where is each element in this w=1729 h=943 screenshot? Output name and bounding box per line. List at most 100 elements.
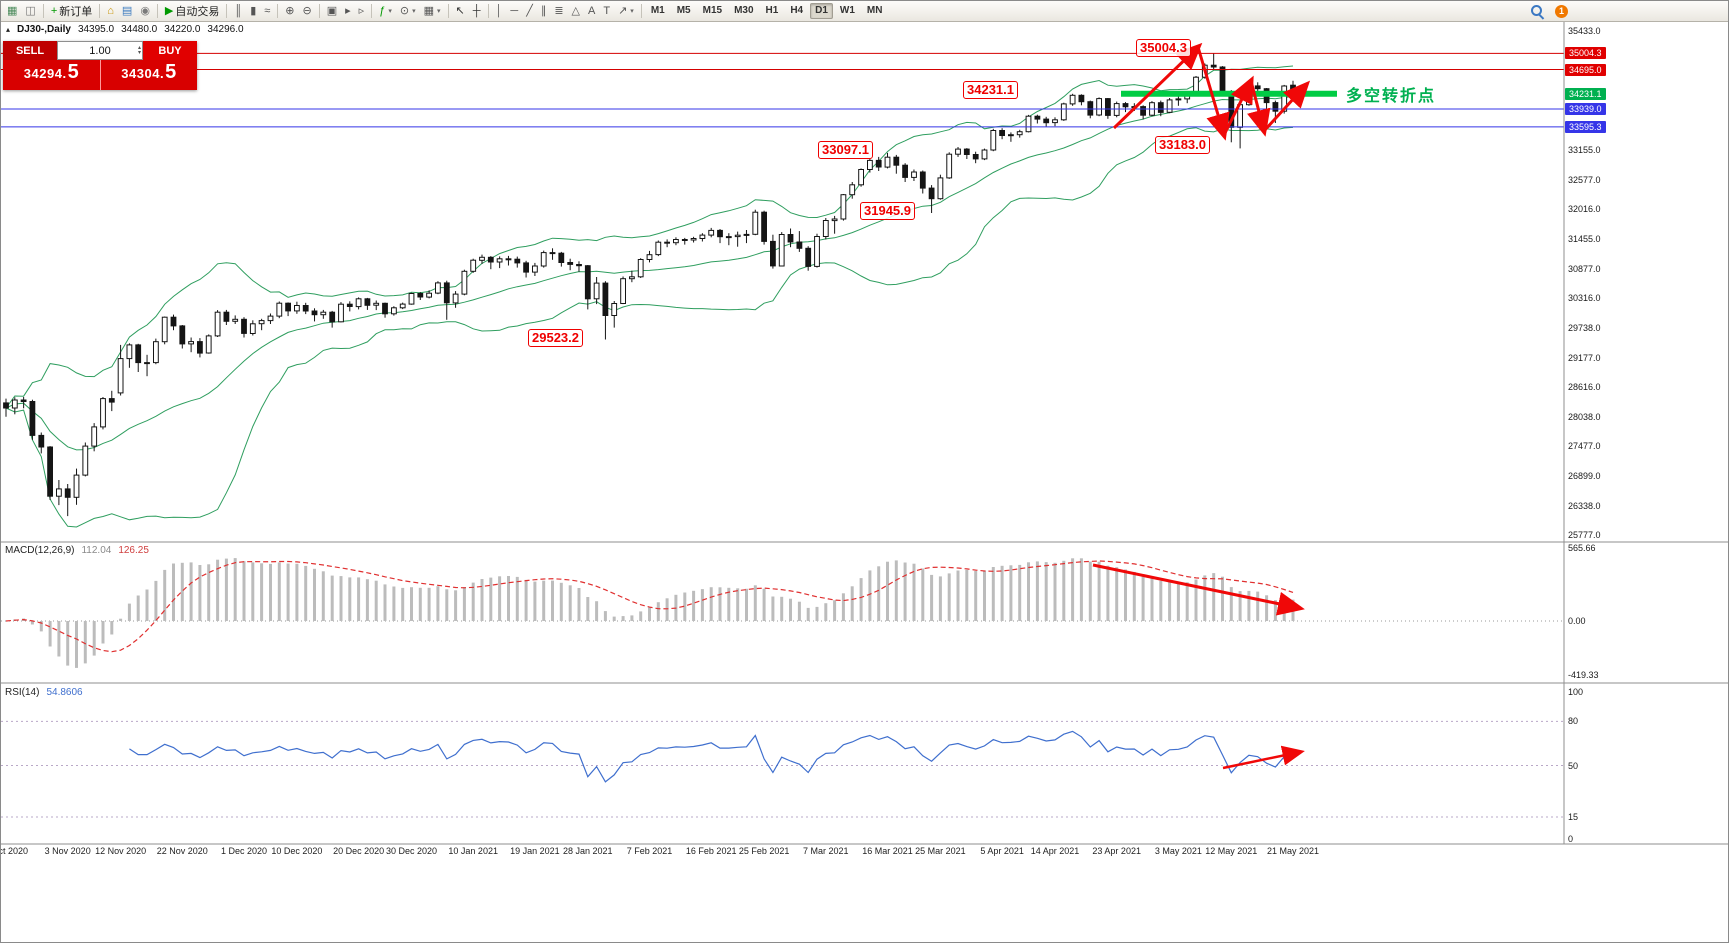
price-line-badge[interactable]: 33595.3 <box>1565 120 1606 133</box>
autotrade-button: ▶ <box>164 4 174 17</box>
macd-signal-value: 126.25 <box>118 545 149 556</box>
date-axis-label: 25 Feb 2021 <box>738 846 790 856</box>
arrows-icon[interactable]: ↗ ▾ <box>614 2 638 21</box>
sell-price-button[interactable]: 34294. 5 <box>3 60 101 90</box>
low-value: 34220.0 <box>164 24 201 35</box>
chart-shift-icon: ▹ <box>358 4 365 17</box>
candlestick-chart-icon[interactable]: ▮ <box>246 2 260 21</box>
timeframe-button-m30[interactable]: M30 <box>734 5 754 16</box>
spin-up-icon[interactable]: ▴ <box>137 44 141 51</box>
timeframe-button-h4[interactable]: H4 <box>790 5 804 16</box>
cursor-icon[interactable]: ↖ <box>452 2 469 21</box>
indicators-icon[interactable]: ƒ ▾ <box>375 2 396 21</box>
autotrade-button-label: 自动交易 <box>175 6 220 18</box>
timeframe-button-mn[interactable]: MN <box>866 5 883 16</box>
price-axis-label: 26899.0 <box>1568 471 1601 482</box>
timeframe-button-h1[interactable]: H1 <box>765 5 779 16</box>
zoom-in-icon[interactable]: ⊕ <box>281 2 298 21</box>
open-value: 34395.0 <box>77 24 115 35</box>
timeframe-button-d1[interactable]: D1 <box>810 3 833 19</box>
price-axis-label: 28038.0 <box>1568 412 1601 422</box>
profiles-icon: ◫ <box>25 4 36 17</box>
rsi-panel <box>1 720 1564 818</box>
buy-button[interactable]: BUY <box>143 41 197 60</box>
macd-axis-label: -419.33 <box>1568 670 1599 681</box>
price-annotation-label[interactable]: 33097.1 <box>818 141 873 159</box>
line-chart-icon: ≈ <box>264 4 271 17</box>
price-axis-label: 32016.0 <box>1568 204 1601 215</box>
sell-button[interactable]: SELL <box>3 41 57 60</box>
timeframe-button-m15[interactable]: M15 <box>702 5 723 16</box>
strategy-tester-icon[interactable]: ▤ <box>118 2 136 21</box>
periods-icon[interactable]: ⊙ ▾ <box>396 2 420 21</box>
toolbar-separator <box>640 4 642 18</box>
price-line-badge[interactable]: 34695.0 <box>1565 63 1606 76</box>
cursor-icon: ↖ <box>455 4 465 17</box>
new-chart-icon[interactable]: ▦ <box>3 2 21 21</box>
price-line-badge[interactable]: 34231.1 <box>1565 87 1606 100</box>
spin-down-icon[interactable]: ▾ <box>137 49 141 56</box>
bid-price-main: 34294. <box>23 66 67 81</box>
toolbar-separator <box>99 4 101 18</box>
channel-icon[interactable]: ∥ <box>537 2 551 21</box>
symbol-name: DJ30-,Daily <box>17 24 71 35</box>
zoom-out-icon[interactable]: ⊖ <box>299 2 316 21</box>
label-icon: T <box>603 4 611 17</box>
close-value: 34296.0 <box>207 24 244 35</box>
collapse-chart-icon[interactable]: ▴ <box>6 25 11 34</box>
date-axis-label: 5 Oct 2020 <box>1 846 29 856</box>
buy-price-button[interactable]: 34304. 5 <box>100 60 197 90</box>
trendline-icon[interactable]: ╱ <box>522 2 537 21</box>
date-axis-label: 3 Nov 2020 <box>44 846 91 856</box>
expert-advisors-icon: ⌂ <box>107 4 114 17</box>
templates-icon: ▦ <box>423 4 434 17</box>
new-order-button[interactable]: + 新订单 <box>47 2 96 21</box>
price-annotation-label[interactable]: 31945.9 <box>860 202 915 220</box>
notification-badge[interactable]: 1 <box>1555 4 1568 18</box>
line-chart-icon[interactable]: ≈ <box>260 2 274 21</box>
volume-spinner[interactable]: ▴ ▾ <box>138 42 141 59</box>
toolbar-buttons: ▦ ◫ + 新订单 ⌂ ▤ ◉ ▶ 自动交易 ║ ▮ ≈ ⊕ ⊖ ▣ ▸ ▹ ƒ ▾ ⊙ ▾ ▦ ▾ ↖ ┼ │ ─ ╱ ∥ ≣ △ A T ↗ ▾… <box>3 1 888 21</box>
price-line-badge[interactable]: 35004.3 <box>1565 47 1606 60</box>
toolbar-separator <box>371 4 373 18</box>
auto-scroll-icon[interactable]: ▸ <box>341 2 355 21</box>
label-icon[interactable]: T <box>599 2 614 21</box>
tile-windows-icon[interactable]: ▣ <box>323 2 341 21</box>
price-axis-label: 29738.0 <box>1568 323 1601 334</box>
date-axis-label: 21 May 2021 <box>1266 846 1320 856</box>
profiles-icon[interactable]: ◫ <box>21 2 39 21</box>
rsi-axis-label: 0 <box>1568 834 1574 844</box>
expert-advisors-icon[interactable]: ⌂ <box>103 2 118 21</box>
crosshair-icon[interactable]: ┼ <box>469 2 485 21</box>
text-icon[interactable]: A <box>584 2 599 21</box>
autotrade-button[interactable]: ▶ 自动交易 <box>161 2 223 21</box>
toolbar-separator <box>318 4 320 18</box>
timeframe-button-m5[interactable]: M5 <box>676 5 691 16</box>
mobile-terminal-icon[interactable]: ◉ <box>136 2 154 21</box>
date-axis-label: 23 Apr 2021 <box>1092 846 1141 856</box>
search-icon[interactable] <box>1530 4 1545 19</box>
horizontal-line-icon[interactable]: ─ <box>506 2 522 21</box>
date-axis-label: 22 Nov 2020 <box>156 846 208 856</box>
macd-main-value: 112.04 <box>81 545 112 556</box>
price-annotation-label[interactable]: 34231.1 <box>963 81 1018 99</box>
bar-chart-icon[interactable]: ║ <box>230 2 246 21</box>
timeframe-button-m1[interactable]: M1 <box>650 5 665 16</box>
pivot-annotation[interactable]: 多空转折点 <box>1346 88 1437 105</box>
crosshair-icon: ┼ <box>472 4 481 17</box>
templates-icon[interactable]: ▦ ▾ <box>420 2 445 21</box>
arrows-icon: ↗ <box>618 4 628 17</box>
price-annotation-label[interactable]: 29523.2 <box>528 329 583 347</box>
price-annotation-label[interactable]: 33183.0 <box>1155 136 1210 154</box>
price-line-badge[interactable]: 33939.0 <box>1565 103 1606 115</box>
date-axis-label: 14 Apr 2021 <box>1030 846 1080 856</box>
volume-input[interactable]: 1.00 ▴ ▾ <box>57 41 143 60</box>
vertical-line-icon[interactable]: │ <box>492 2 507 21</box>
toolbar-right-cluster: 1 <box>1530 4 1568 19</box>
fibonacci-icon[interactable]: ≣ <box>550 2 567 21</box>
price-annotation-label[interactable]: 35004.3 <box>1136 39 1191 57</box>
timeframe-button-w1[interactable]: W1 <box>839 5 855 16</box>
shapes-icon[interactable]: △ <box>568 2 584 21</box>
chart-shift-icon[interactable]: ▹ <box>355 2 369 21</box>
